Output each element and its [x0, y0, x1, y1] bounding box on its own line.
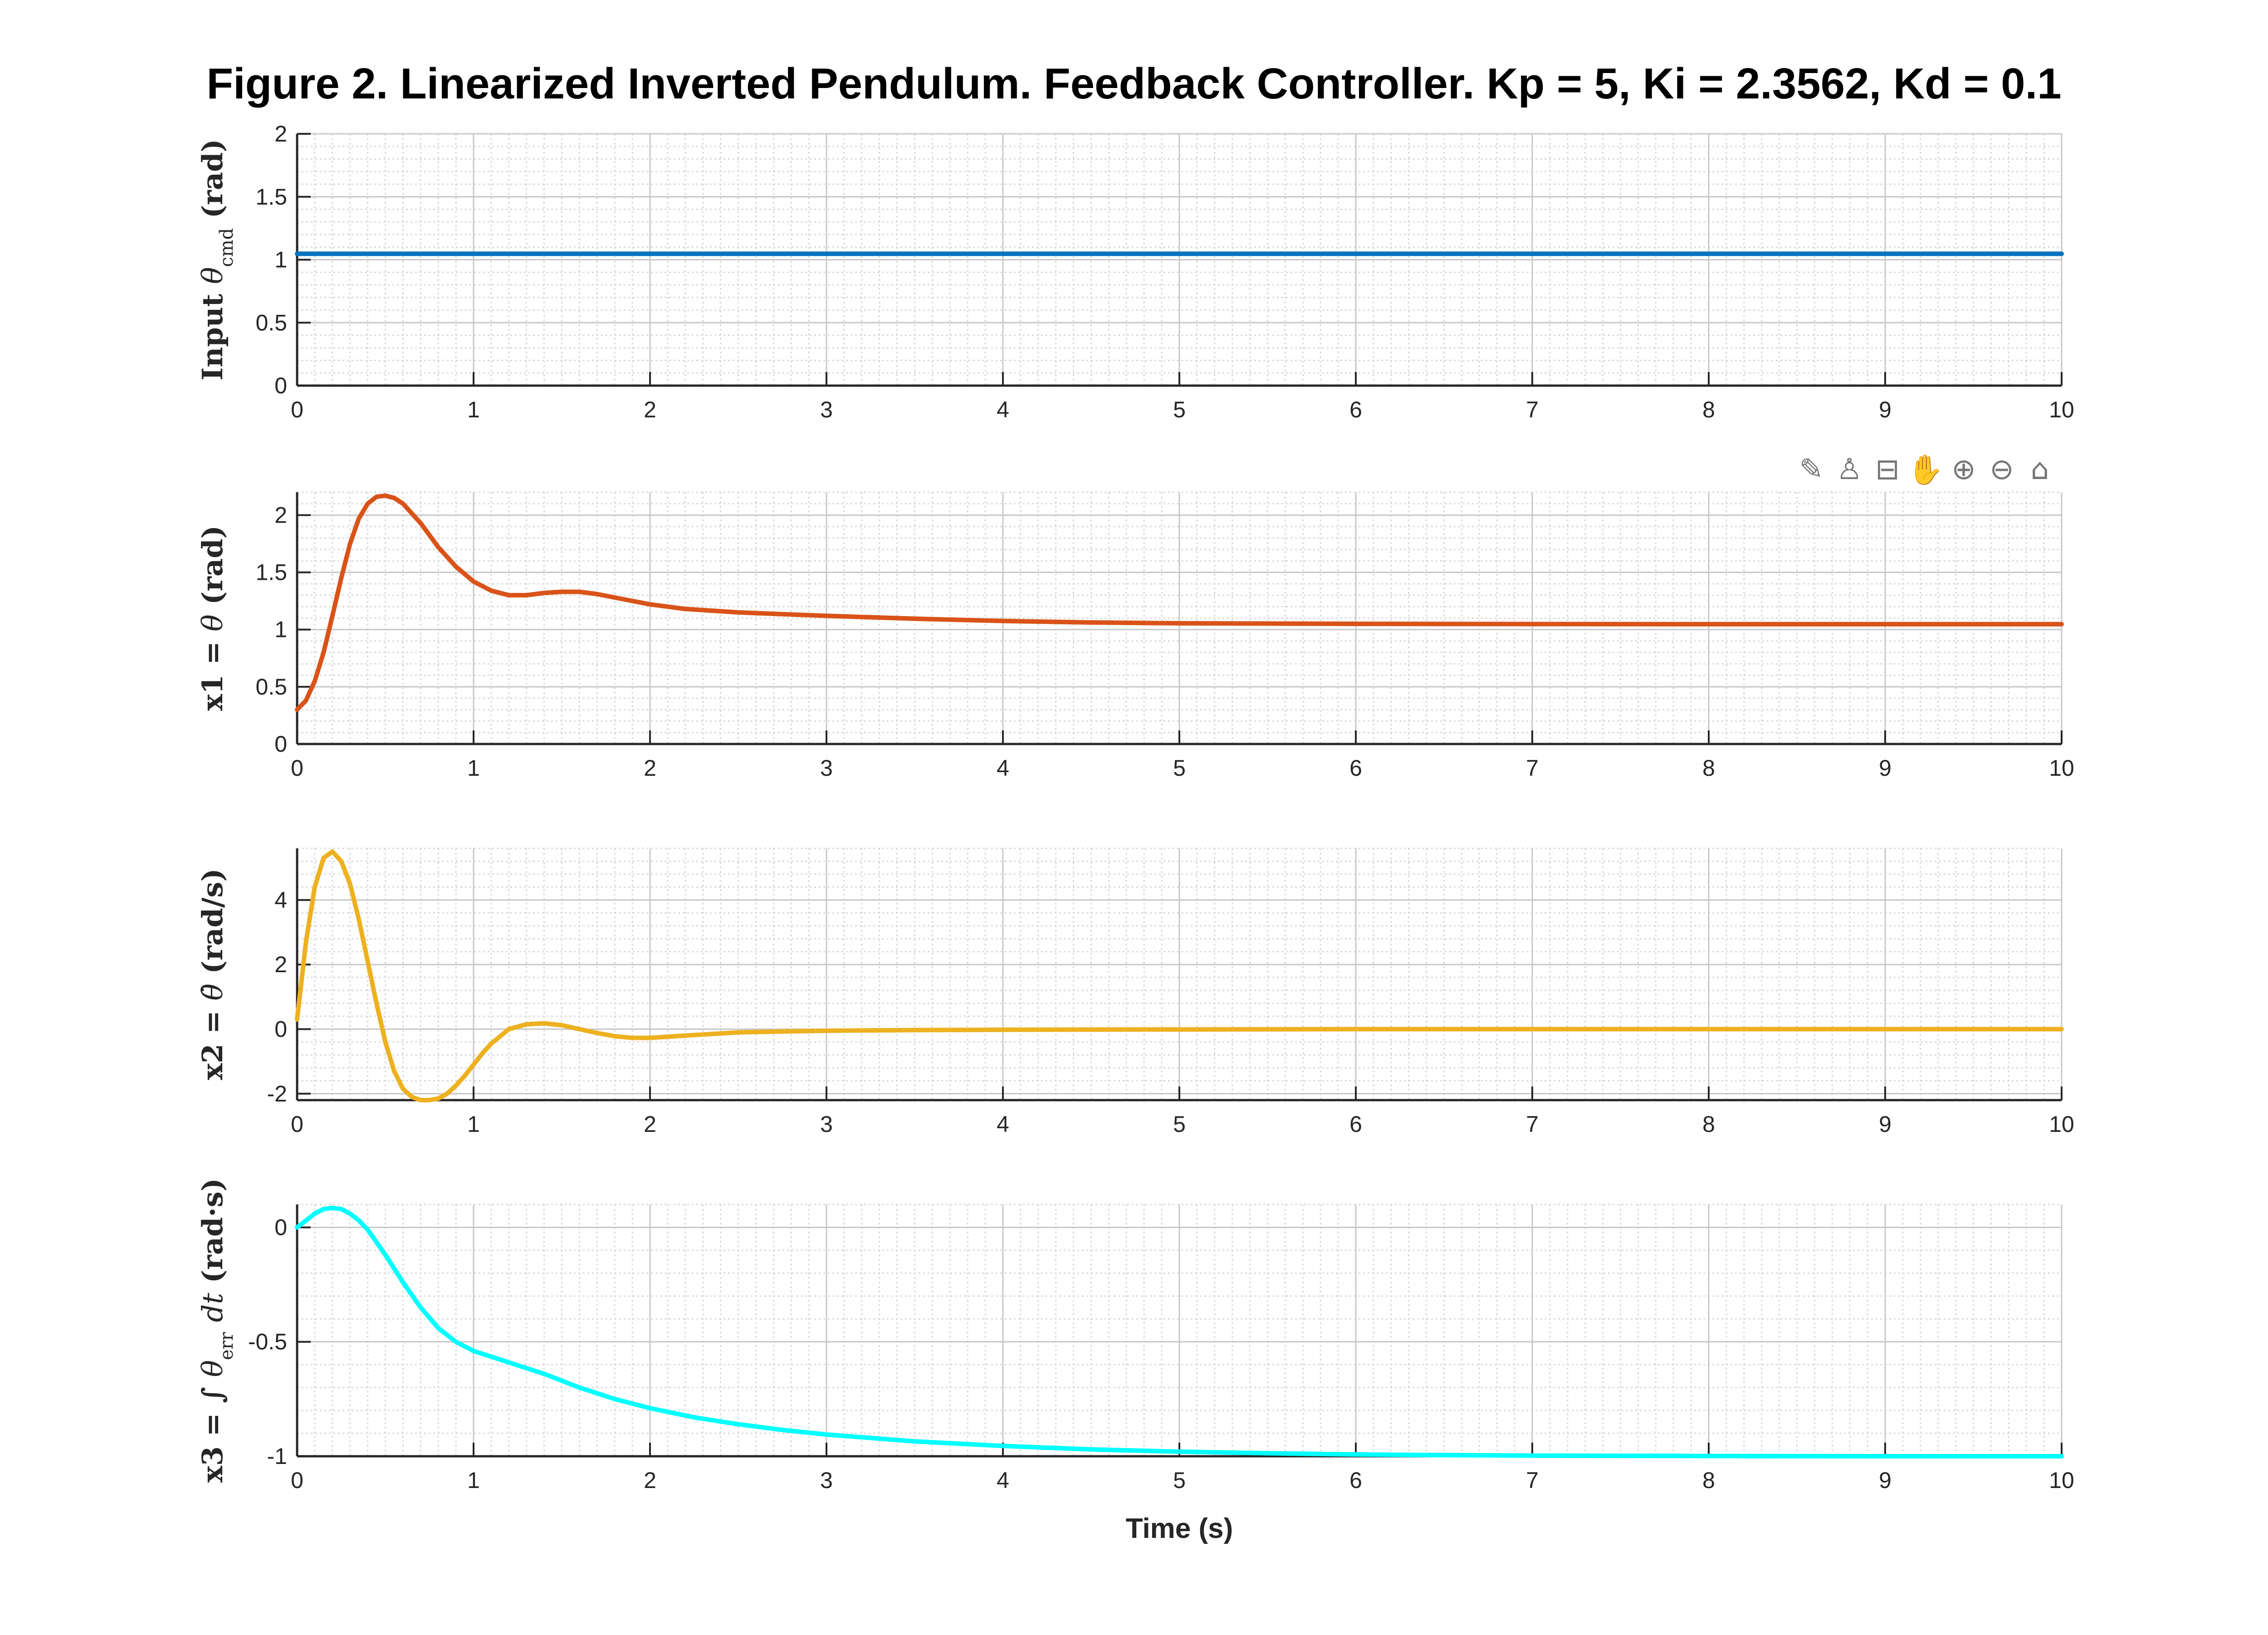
y-axis-label: x2 = θ̇ (rad/s) [196, 868, 229, 1080]
x-tick-label: 4 [997, 755, 1009, 781]
x-tick-label: 0 [291, 1468, 303, 1493]
x-tick-label: 4 [997, 1468, 1009, 1493]
y-tick-label: 4 [274, 887, 287, 913]
x-tick-label: 10 [2049, 755, 2074, 781]
legend-icon[interactable]: ⊟ [1875, 453, 1900, 486]
x-tick-label: 6 [1349, 1111, 1362, 1137]
home-icon[interactable]: ⌂ [2030, 453, 2049, 486]
x-tick-label: 9 [1879, 755, 1892, 781]
y-tick-label: 0 [274, 1016, 287, 1042]
y-axis-label: Input θcmd (rad) [196, 139, 237, 380]
series-line-1 [295, 849, 2064, 1102]
y-tick-label: 1 [274, 247, 287, 273]
series-line-1 [295, 493, 2064, 712]
x-tick-label: 1 [467, 1111, 480, 1137]
x-tick-label: 2 [644, 397, 656, 422]
zoom-in-icon[interactable]: ⊕ [1951, 453, 1976, 486]
pan-icon[interactable]: ✋ [1907, 453, 1944, 487]
x-tick-label: 5 [1173, 1468, 1186, 1493]
data-tip-icon[interactable]: ♙ [1836, 453, 1862, 486]
y-tick-label: 0 [274, 373, 287, 398]
x-tick-label: 10 [2049, 1111, 2074, 1137]
y-tick-label: -0.5 [248, 1329, 287, 1355]
x-tick-label: 8 [1702, 755, 1715, 781]
x-tick-label: 4 [997, 1111, 1009, 1137]
x-tick-label: 1 [467, 1468, 480, 1493]
x-tick-label: 8 [1702, 1111, 1715, 1137]
x-tick-label: 6 [1349, 397, 1362, 422]
y-tick-label: -1 [267, 1444, 287, 1469]
x-tick-label: 0 [291, 755, 303, 781]
y-tick-label: 0.5 [255, 674, 287, 700]
x-tick-label: 3 [820, 1111, 833, 1137]
x-tick-label: 0 [291, 1111, 303, 1137]
series-line-1 [295, 1205, 2064, 1459]
x-tick-label: 10 [2049, 397, 2074, 422]
y-axis-label: x1 = θ (rad) [196, 525, 229, 711]
x-tick-label: 3 [820, 397, 833, 422]
y-tick-label: 0 [274, 1214, 287, 1240]
x-tick-label: 7 [1526, 1111, 1539, 1137]
y-tick-label: 0 [274, 731, 287, 757]
zoom-out-icon[interactable]: ⊖ [1989, 453, 2014, 486]
x-tick-label: 5 [1173, 755, 1186, 781]
x-tick-label: 9 [1879, 397, 1892, 422]
subplot-1: 0 1 2 3 4 5 6 7 8 9 10 0 0.5 1 1.5 2 Input θcmd (rad) [196, 121, 2074, 422]
x-tick-label: 8 [1702, 397, 1715, 422]
x-tick-label: 7 [1526, 397, 1539, 422]
y-tick-label: 2 [274, 502, 287, 528]
x-tick-label: 6 [1349, 1468, 1362, 1493]
x-tick-label: 7 [1526, 755, 1539, 781]
x-tick-label: 10 [2049, 1468, 2074, 1493]
y-tick-label: -2 [267, 1081, 287, 1106]
y-tick-label: 1.5 [255, 560, 287, 585]
x-tick-label: 8 [1702, 1468, 1715, 1493]
x-tick-label: 9 [1879, 1468, 1892, 1493]
x-tick-label: 4 [997, 397, 1009, 422]
figure-title: Figure 2. Linearized Inverted Pendulum. … [206, 59, 2062, 108]
x-tick-label: 5 [1173, 1111, 1186, 1137]
x-tick-label: 0 [291, 397, 303, 422]
x-tick-label: 6 [1349, 755, 1362, 781]
x-tick-label: 3 [820, 755, 833, 781]
x-tick-label: 5 [1173, 397, 1186, 422]
minor-grid [296, 133, 2063, 387]
x-tick-label: 7 [1526, 1468, 1539, 1493]
x-tick-label: 2 [644, 755, 656, 781]
x-tick-label: 2 [644, 1111, 656, 1137]
subplot-2: 0 1 2 3 4 5 6 7 8 9 10 0 0.5 1 1.5 2 x1 = θ (rad) [196, 491, 2074, 781]
x-axis-label: Time (s) [1126, 1513, 1233, 1544]
x-tick-label: 3 [820, 1468, 833, 1493]
y-tick-label: 0.5 [255, 310, 287, 335]
axes-toolbar: ✎ ♙ ⊟ ✋ ⊕ ⊖ ⌂ [1794, 451, 2057, 488]
y-tick-label: 1.5 [255, 184, 287, 210]
x-tick-label: 1 [467, 397, 480, 422]
y-axis-label: x3 = ∫ θerr dt (rad·s) [196, 1178, 237, 1483]
x-tick-label: 9 [1879, 1111, 1892, 1137]
x-tick-label: 2 [644, 1468, 656, 1493]
brush-icon[interactable]: ✎ [1799, 453, 1823, 486]
subplot-4: 0 1 2 3 4 5 6 7 8 9 10 -1 -0.5 0 x3 = ∫ θerr dt (rad·s… [196, 1178, 2074, 1544]
x-tick-label: 1 [467, 755, 480, 781]
y-tick-label: 1 [274, 617, 287, 642]
y-tick-label: 2 [274, 121, 287, 147]
y-tick-label: 2 [274, 952, 287, 977]
